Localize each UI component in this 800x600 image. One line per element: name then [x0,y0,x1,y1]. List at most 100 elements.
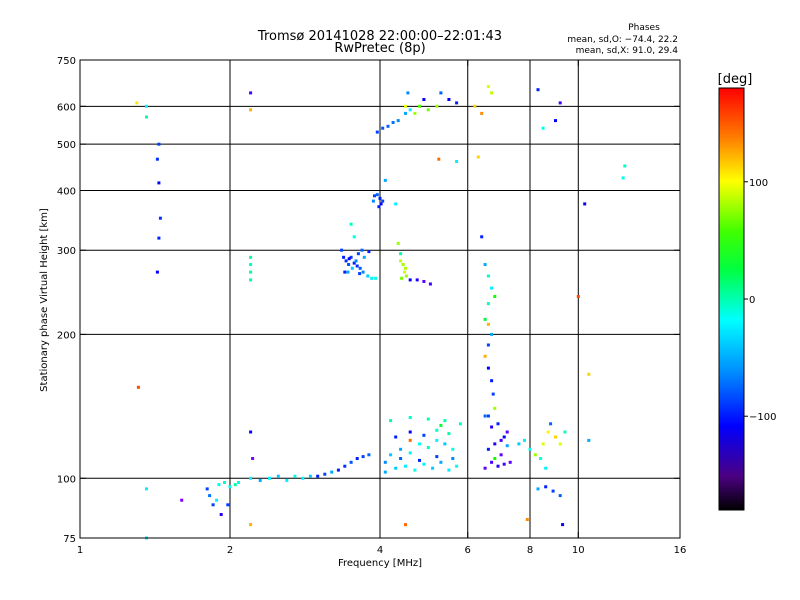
data-point [362,455,365,458]
data-point [293,475,296,478]
axis-ticks: 12468101675100200300400500600750 [57,56,686,556]
data-point [249,431,252,434]
data-point [251,457,254,460]
data-point [455,101,458,104]
data-point [355,259,358,262]
data-point [484,263,487,266]
data-point [399,252,402,255]
data-point [409,108,412,111]
phases-stats-x: mean, sd,X: 91.0, 29.4 [576,46,679,56]
ionogram-chart: Tromsø 20141028 22:00:00–22:01:43 RwPret… [0,0,800,600]
data-point [473,105,476,108]
data-point [359,267,362,270]
data-point [404,267,407,270]
data-point [156,158,159,161]
data-point [403,271,406,274]
data-point [490,333,493,336]
data-point [549,422,552,425]
data-point [376,131,379,134]
data-point [416,278,419,281]
data-point [409,451,412,454]
data-point [356,457,359,460]
y-axis-label: Stationary phase Virtual Height [km] [39,208,50,392]
data-point [500,453,503,456]
data-point [439,461,442,464]
data-point [487,85,490,88]
data-point [427,418,430,421]
data-point [399,457,402,460]
colorbar-unit: [deg] [718,72,753,87]
data-point [347,263,350,266]
data-point [348,257,351,260]
data-point [373,194,376,197]
data-point [337,469,340,472]
data-point [480,112,483,115]
data-point [487,448,490,451]
y-tick-label: 400 [57,186,76,197]
data-point [342,256,345,259]
data-point [404,105,407,108]
data-point [406,91,409,94]
data-point [435,439,438,442]
y-tick-label: 200 [57,330,76,341]
data-point [493,442,496,445]
x-axis-label: Frequency [MHz] [338,558,422,569]
data-point [497,422,500,425]
data-point [353,235,356,238]
data-point [559,494,562,497]
x-tick-label: 6 [465,545,471,556]
data-point [397,119,400,122]
data-point [217,483,220,486]
data-point [340,249,343,252]
data-point [394,436,397,439]
data-point [503,436,506,439]
data-points [135,85,626,540]
data-point [145,487,148,490]
data-point [347,271,350,274]
data-point [583,202,586,205]
data-point [394,202,397,205]
data-point [435,455,438,458]
data-point [529,448,532,451]
data-point [435,105,438,108]
data-point [367,250,370,253]
data-point [381,127,384,130]
data-point [366,275,369,278]
data-point [544,467,547,470]
data-point [399,259,402,262]
data-point [534,453,537,456]
x-tick-label: 2 [227,545,233,556]
data-point [443,442,446,445]
data-point [301,477,304,480]
data-point [249,477,252,480]
data-point [487,344,490,347]
data-point [577,295,580,298]
data-point [477,156,480,159]
data-point [418,442,421,445]
data-point [135,101,138,104]
data-point [554,436,557,439]
data-point [285,479,288,482]
data-point [537,88,540,91]
data-point [316,475,319,478]
data-point [356,265,359,268]
data-point [451,448,454,451]
data-point [523,439,526,442]
data-point [542,442,545,445]
data-point [249,523,252,526]
data-point [487,415,490,418]
data-point [484,318,487,321]
data-point [362,271,365,274]
data-point [490,379,493,382]
data-point [447,469,450,472]
data-point [400,277,403,280]
colorbar-ticks: 1000−100 [744,178,776,423]
data-point [506,431,509,434]
data-point [437,158,440,161]
data-point [422,434,425,437]
grid-lines [80,60,680,538]
data-point [229,485,232,488]
data-point [277,475,280,478]
data-point [389,419,392,422]
y-tick-label: 100 [57,474,76,485]
